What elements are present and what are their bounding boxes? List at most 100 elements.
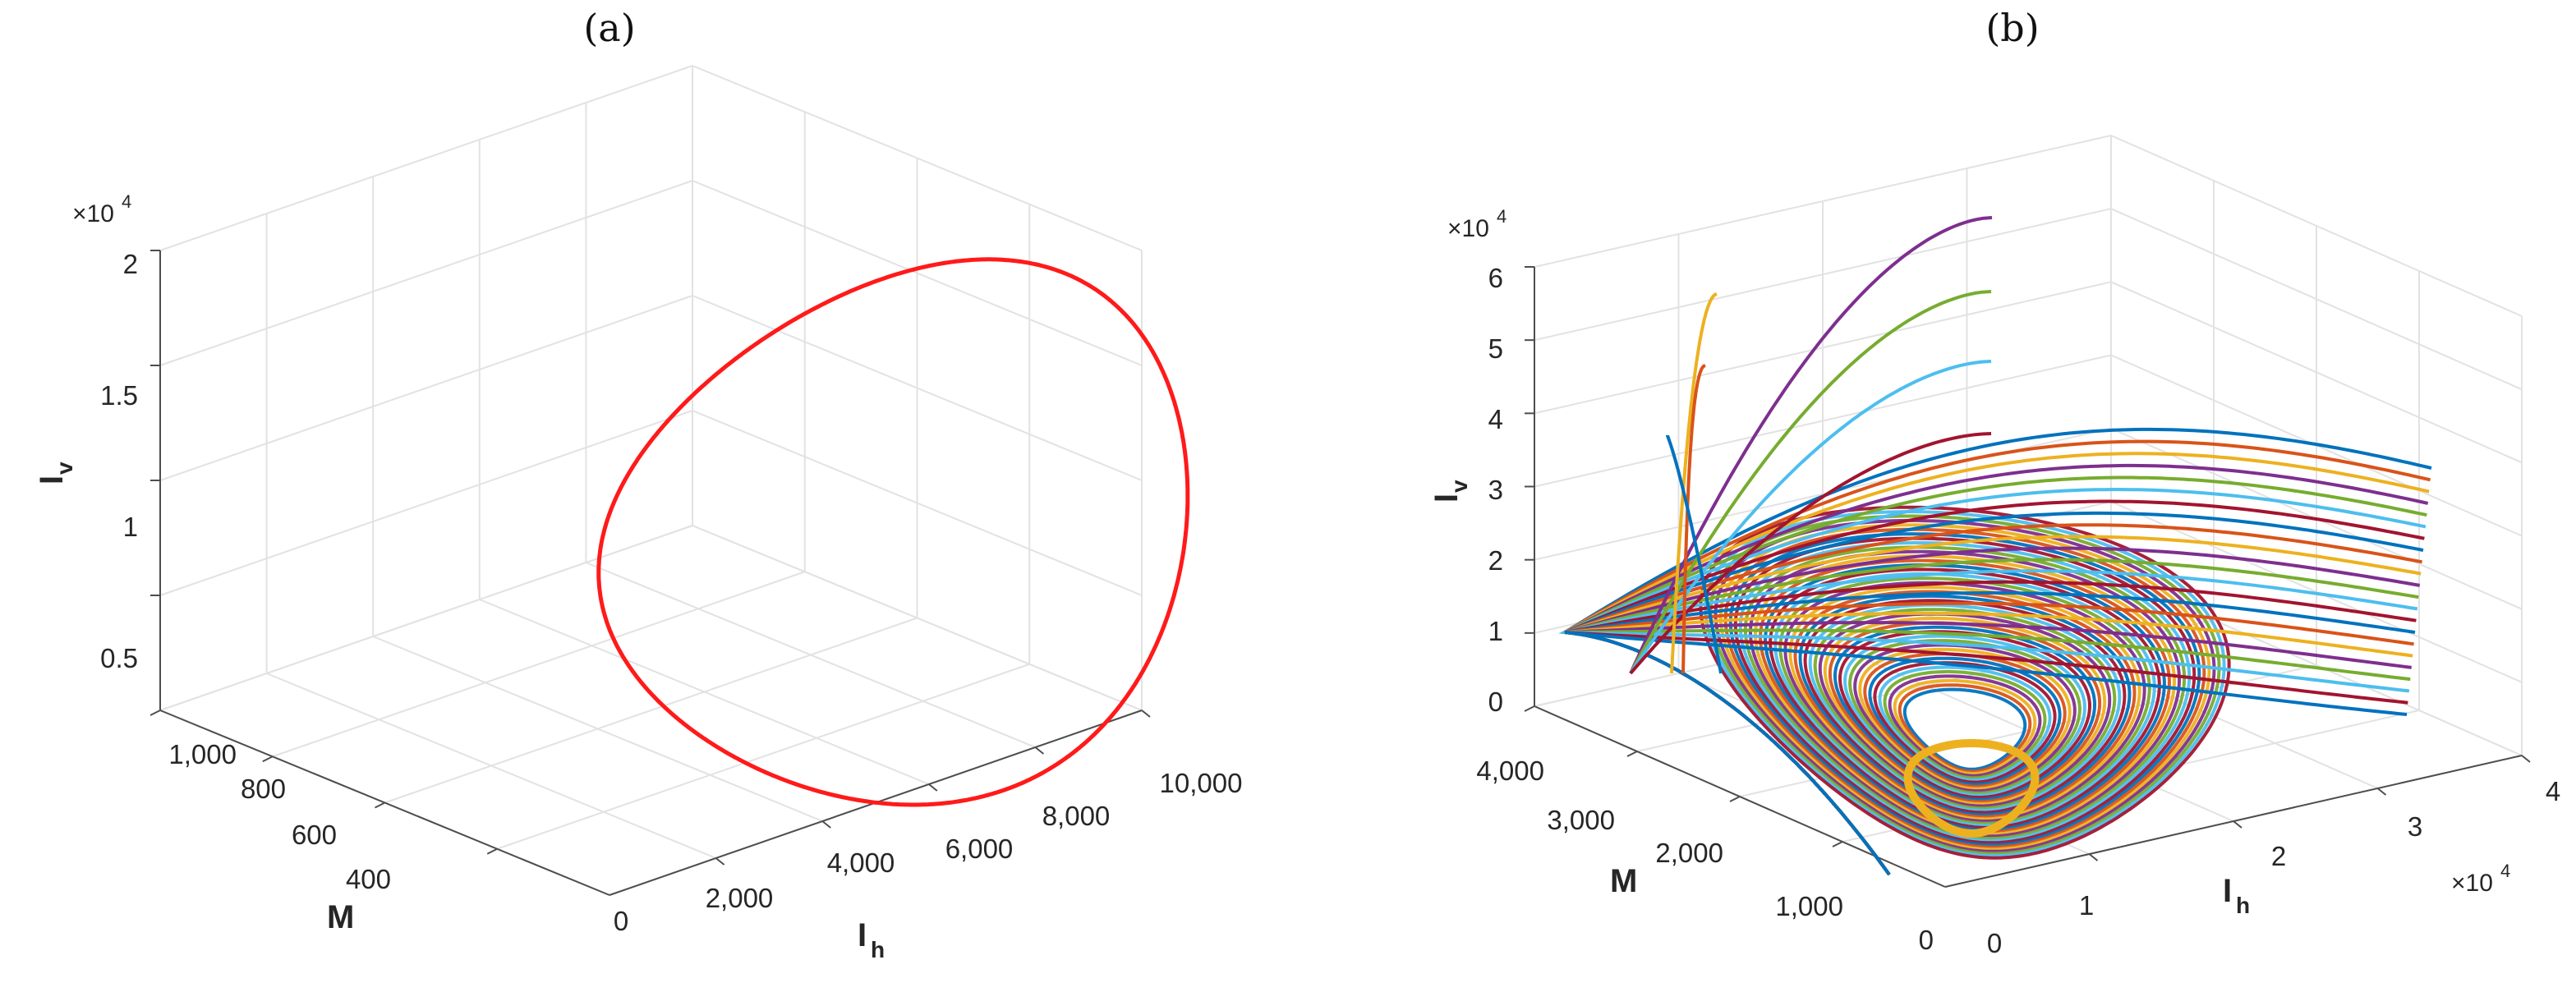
z-tick-label: 5 [1488,333,1503,364]
trajectory-incoming [1681,364,1706,674]
panel-a-label: (a) [583,6,635,50]
panel-b-label: (b) [1985,6,2039,50]
x-tick-label: 2,000 [706,883,774,913]
x-tick-label: 6,000 [945,834,1014,864]
trajectory-orbit [1863,652,2067,788]
trajectory-orbit [1773,572,2156,828]
panel-a: (a) 0.5 1 1.5 2 ×10 4 I v 1,000 800 600 … [34,6,1242,962]
trajectory-orbit [1743,545,2187,840]
trajectory-orbit [1759,558,2171,834]
side-wall-gridline [692,410,1143,596]
z-tick-label: 3 [1488,475,1503,505]
side-wall-gridline [2110,281,2523,464]
trajectory-transient [1564,631,2408,876]
panel-b-z-ticks: 0 1 2 3 4 5 6 [1488,263,1503,717]
trajectory-orbit [1848,639,2082,795]
y-tick-label: 1,000 [168,739,237,769]
x-axis-label: I [858,917,867,953]
panel-b-x-ticks: 0 1 2 3 4 [1987,776,2560,958]
x-tick-label: 2 [2271,841,2286,871]
side-wall-gridline [692,525,1143,711]
z-tick-label: 6 [1488,263,1503,293]
panel-b-z-axis-label: I v [1428,480,1472,503]
back-wall-gridline [159,180,693,366]
trajectory-orbit [1883,669,2047,780]
panel-a-z-ticks: 0.5 1 1.5 2 [100,249,138,673]
trajectory-orbit [1893,678,2037,776]
z-exponent-base: ×10 [1447,215,1489,242]
y-tick-label: 600 [292,820,337,850]
trajectory-incoming [1666,434,1723,674]
floor-gridline [496,663,1030,850]
trajectory-incoming [1629,432,1992,675]
side-wall-gridline [692,295,1143,481]
z-tick-label: 4 [1488,404,1503,434]
x-axis-label-sub: h [2236,893,2250,918]
x-tick-label: 0 [1987,928,2002,958]
back-wall-gridline [1534,281,2112,415]
x-tick-label: 4,000 [827,847,895,878]
panel-b-y-ticks: 4,000 3,000 2,000 1,000 0 [1476,755,1934,955]
panel-b-curves [1558,216,2432,876]
trajectory-orbit [1858,647,2072,791]
y-tick-mark [262,755,274,763]
x-exponent-base: ×10 [2451,870,2493,897]
y-tick-mark [1626,751,1638,757]
trajectory-orbit [1828,621,2102,804]
x-tick-mark [2376,788,2387,796]
x-exponent-power: 4 [2500,861,2510,881]
trajectory-orbit [1788,586,2141,821]
panel-b-x-exponent: ×10 4 [2451,861,2510,897]
trajectory-orbit [1868,656,2062,787]
trajectory-orbit [1878,665,2052,782]
y-tick-label: 400 [346,864,391,894]
side-wall-gridline [692,180,1143,366]
z-exponent-power: 4 [1497,206,1506,227]
trajectory-incoming [1629,360,1992,675]
z-exponent-power: 4 [122,191,131,212]
y-tick-label: 1,000 [1775,891,1843,921]
y-tick-label: 0 [1919,925,1934,955]
z-tick-label: 1 [123,512,138,542]
panel-a-x-axis-label: I h [858,917,885,962]
z-tick-label: 1 [1488,616,1503,646]
x-tick-label: 10,000 [1160,768,1243,798]
x-tick-mark [2233,820,2242,829]
panel-a-z-axis-label: I v [34,462,77,485]
y-tick-label: 800 [241,774,286,804]
trajectory-orbit [1783,581,2146,823]
panel-a-axes [150,250,1151,896]
x-tick-mark [715,857,725,866]
z-tick-label: 0 [1488,687,1503,717]
x-axis-label: I [2223,873,2232,909]
trajectory-orbit [1898,683,2032,774]
trajectory-incoming [1629,216,1993,674]
y-tick-mark [1729,796,1741,802]
trajectory-orbit [1888,674,2042,778]
trajectory-orbit [1709,514,2221,856]
y-tick-label: 3,000 [1547,805,1615,835]
back-wall-gridline [1534,135,2112,268]
attractor-limit-cycle [1903,739,2040,838]
x-tick-label: 4 [2546,776,2560,806]
y-tick-mark [375,801,385,809]
side-wall-gridline [692,65,1143,251]
floor-gridline [384,617,918,804]
panel-a-y-ticks: 1,000 800 600 400 0 [168,739,628,936]
back-wall-gridline [159,65,693,251]
y-tick-mark [1524,705,1535,712]
y-tick-mark [486,847,498,855]
back-wall-gridline [1534,354,2112,488]
y-tick-label: 4,000 [1476,755,1544,786]
trajectory-orbit [1769,567,2161,829]
trajectory-orbit [1818,612,2112,808]
trajectory-orbit [1902,687,2027,771]
x-tick-mark [2088,853,2099,861]
trajectory-orbit [1738,541,2192,843]
z-tick-label: 1.5 [100,380,138,411]
trajectory-incoming [1670,292,1718,674]
z-axis-label-sub: v [1447,480,1472,493]
trajectory-orbit [1843,634,2086,797]
trajectory-incoming [1629,290,1992,674]
